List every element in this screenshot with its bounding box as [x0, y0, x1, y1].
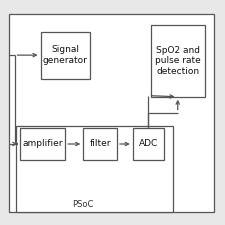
Bar: [151, 25, 205, 97]
Bar: [83, 128, 117, 160]
Text: amplifier: amplifier: [22, 140, 63, 148]
Text: ADC: ADC: [139, 140, 158, 148]
Text: Signal
generator: Signal generator: [43, 45, 88, 65]
Bar: [9, 14, 214, 211]
Text: SpO2 and
pulse rate
detection: SpO2 and pulse rate detection: [155, 46, 201, 76]
Text: filter: filter: [89, 140, 111, 148]
Text: PSoC: PSoC: [72, 200, 94, 209]
Bar: [40, 32, 90, 79]
Bar: [20, 128, 65, 160]
Bar: [16, 126, 173, 212]
Bar: [133, 128, 164, 160]
